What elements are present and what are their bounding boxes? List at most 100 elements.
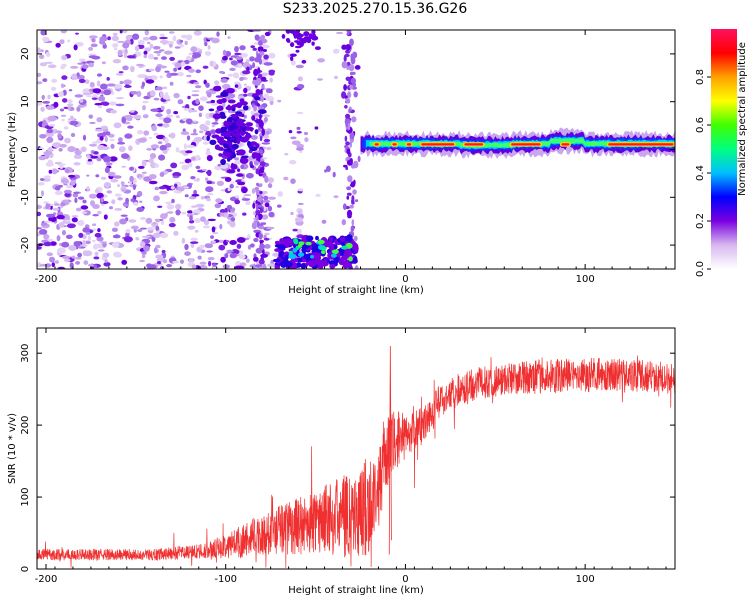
noise-blob xyxy=(121,116,126,124)
noise-blob xyxy=(75,42,84,47)
noise-blob xyxy=(249,56,255,62)
noise-blob xyxy=(64,258,71,262)
spectrogram-marks xyxy=(37,30,675,269)
noise-band xyxy=(328,241,333,250)
noise-blob xyxy=(234,46,239,53)
noise-cluster xyxy=(254,96,261,101)
noise-blob xyxy=(94,232,102,238)
signal-hot-red xyxy=(406,143,412,146)
noise-blob xyxy=(162,94,170,100)
noise-blob xyxy=(191,264,197,269)
noise-blob xyxy=(177,186,185,192)
noise-streak xyxy=(345,120,349,128)
noise-blob xyxy=(93,151,99,155)
noise-blob xyxy=(170,186,175,190)
noise-blob xyxy=(209,129,217,135)
noise-cluster xyxy=(231,132,236,137)
noise-blob xyxy=(37,181,45,186)
noise-blob xyxy=(87,158,92,162)
colorbar xyxy=(711,29,737,269)
noise-blob xyxy=(290,211,294,216)
noise-blob xyxy=(169,43,173,48)
noise-streak xyxy=(353,91,358,98)
noise-blob xyxy=(109,101,117,106)
noise-blob xyxy=(335,31,344,35)
noise-blob xyxy=(141,254,146,259)
noise-blob xyxy=(220,256,226,263)
noise-cluster xyxy=(246,126,254,131)
noise-blob xyxy=(188,68,195,73)
noise-blob xyxy=(141,171,147,174)
noise-blob xyxy=(206,250,213,253)
noise-blob xyxy=(155,86,163,91)
noise-cluster xyxy=(228,119,233,123)
noise-blob xyxy=(63,126,69,130)
noise-blob xyxy=(37,211,42,217)
noise-blob xyxy=(159,75,163,79)
noise-streak xyxy=(259,243,265,251)
noise-band xyxy=(285,254,289,261)
noise-blob xyxy=(136,90,142,97)
noise-blob xyxy=(180,61,186,67)
noise-blob xyxy=(123,79,132,85)
noise-blob xyxy=(295,64,304,69)
noise-cluster xyxy=(218,153,223,157)
noise-blob xyxy=(203,219,210,226)
noise-blob xyxy=(291,140,301,146)
noise-blob xyxy=(267,263,276,268)
noise-cluster-top xyxy=(290,53,297,57)
noise-blob xyxy=(94,189,100,194)
noise-blob xyxy=(149,153,157,159)
noise-cluster xyxy=(236,173,244,177)
noise-blob xyxy=(122,188,126,192)
noise-blob xyxy=(230,181,235,184)
noise-blob xyxy=(67,39,71,43)
noise-blob xyxy=(191,94,200,97)
noise-blob xyxy=(124,133,133,139)
noise-blob xyxy=(100,83,108,90)
noise-blob xyxy=(263,138,271,143)
noise-blob xyxy=(190,176,196,180)
noise-streak xyxy=(261,84,265,89)
noise-blob xyxy=(153,57,159,60)
noise-streak xyxy=(349,132,355,140)
noise-blob xyxy=(109,109,117,114)
noise-cluster xyxy=(237,114,244,117)
noise-blob xyxy=(193,128,197,134)
noise-blob xyxy=(168,223,176,228)
noise-band xyxy=(343,257,348,261)
noise-blob xyxy=(216,180,224,186)
noise-blob xyxy=(296,111,304,115)
noise-blob xyxy=(193,120,197,123)
noise-blob xyxy=(296,131,302,134)
noise-blob xyxy=(45,263,52,268)
noise-cluster xyxy=(224,177,232,182)
noise-blob xyxy=(37,47,41,54)
noise-blob xyxy=(74,149,82,156)
snr-y-tick-label: 300 xyxy=(20,344,31,363)
noise-streak xyxy=(350,226,355,232)
noise-blob xyxy=(139,259,146,263)
noise-blob xyxy=(116,40,125,43)
noise-cluster-top xyxy=(311,30,316,35)
noise-blob xyxy=(113,175,122,179)
noise-blob xyxy=(65,169,70,174)
noise-blob xyxy=(243,83,247,86)
noise-blob xyxy=(148,264,157,269)
noise-blob xyxy=(60,202,66,207)
noise-cluster xyxy=(206,155,213,162)
noise-blob xyxy=(215,198,223,204)
noise-blob xyxy=(153,97,160,101)
noise-streak xyxy=(256,103,260,107)
noise-blob xyxy=(174,183,178,188)
noise-blob xyxy=(122,30,128,34)
noise-blob xyxy=(89,35,98,39)
noise-blob xyxy=(207,218,216,222)
noise-blob xyxy=(87,263,94,267)
noise-blob xyxy=(150,144,160,149)
noise-blob xyxy=(187,225,196,230)
noise-blob xyxy=(317,58,325,63)
noise-blob xyxy=(111,227,118,232)
noise-streak xyxy=(258,232,263,240)
noise-blob xyxy=(94,251,99,256)
